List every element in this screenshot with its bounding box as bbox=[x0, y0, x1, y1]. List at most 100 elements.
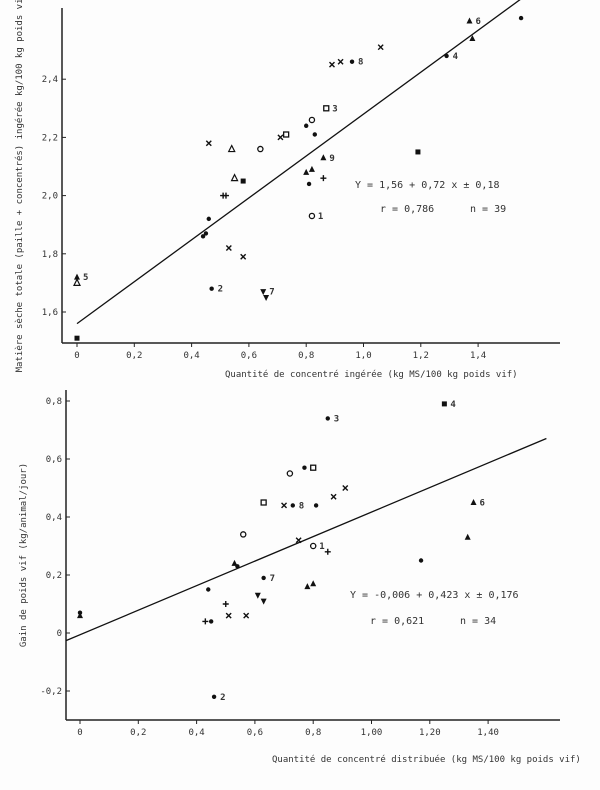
point-triangle-down bbox=[254, 592, 261, 599]
point-cross bbox=[225, 612, 232, 619]
y-axis-label: Matière sèche totale (paille + concentré… bbox=[14, 0, 25, 372]
point-label: 2 bbox=[218, 285, 223, 295]
point-label: 6 bbox=[480, 499, 485, 509]
x-tick-label: 1,0 bbox=[355, 351, 371, 361]
point-triangle bbox=[310, 580, 317, 587]
point-circle bbox=[308, 116, 316, 124]
point-dot bbox=[444, 53, 449, 59]
point-triangle bbox=[74, 273, 80, 280]
point-label: 2 bbox=[220, 693, 225, 703]
y-tick-label: 2,0 bbox=[42, 192, 58, 202]
regression-line bbox=[76, 0, 521, 325]
x-tick-label: 1,2 bbox=[413, 351, 429, 361]
point-cross bbox=[342, 485, 349, 491]
y-axis-label: Gain de poids vif (kg/animal/jour) bbox=[19, 463, 29, 647]
point-dot bbox=[211, 694, 217, 699]
point-cross bbox=[281, 502, 288, 509]
y-tick-label: 2,4 bbox=[42, 75, 58, 85]
point-triangle bbox=[231, 559, 238, 566]
point-plus bbox=[222, 601, 229, 607]
point-cross bbox=[277, 134, 284, 141]
point-square bbox=[240, 178, 246, 184]
regression-line bbox=[65, 437, 547, 642]
point-label: 4 bbox=[453, 52, 459, 62]
point-dot bbox=[209, 286, 214, 291]
point-dot bbox=[290, 503, 295, 508]
point-cross bbox=[243, 612, 250, 619]
point-triangle-open bbox=[230, 173, 239, 182]
x-tick-label: 1,20 bbox=[419, 728, 441, 738]
point-label: 7 bbox=[269, 288, 274, 298]
point-label: 8 bbox=[358, 58, 363, 68]
y-tick-label: -0,2 bbox=[40, 687, 62, 697]
point-triangle bbox=[304, 583, 311, 590]
point-circle bbox=[309, 542, 317, 550]
sample-size: n = 34 bbox=[460, 616, 496, 627]
point-cross bbox=[225, 244, 232, 251]
y-tick-label: 0,2 bbox=[46, 571, 62, 581]
point-cross bbox=[377, 44, 384, 51]
point-plus bbox=[320, 175, 327, 182]
point-triangle-down bbox=[263, 294, 270, 301]
x-tick-label: 1,00 bbox=[361, 728, 383, 738]
x-axis-label: Quantité de concentré ingérée (kg MS/100… bbox=[225, 369, 518, 380]
x-axis-label: Quantité de concentré distribuée (kg MS/… bbox=[272, 754, 581, 765]
point-triangle bbox=[320, 154, 327, 161]
chart-panel-2: 0 0,2 0,4 0,6 0,8 1,00 1,20 1,40 -0,2 0 0,2 0,4 0,6 0… bbox=[19, 390, 581, 765]
point-square bbox=[74, 335, 80, 341]
x-tick-label: 0,4 bbox=[188, 728, 204, 738]
y-tick-label: 1,6 bbox=[42, 308, 58, 318]
point-cross bbox=[295, 537, 302, 544]
point-dot bbox=[325, 416, 330, 421]
point-label: 4 bbox=[450, 400, 456, 410]
point-triangle bbox=[308, 165, 315, 172]
point-label: 6 bbox=[476, 17, 481, 27]
point-circle bbox=[239, 531, 247, 538]
correlation-coefficient: r = 0,621 bbox=[370, 616, 424, 627]
point-square-open bbox=[310, 464, 317, 471]
point-circle bbox=[257, 145, 264, 153]
point-triangle bbox=[469, 34, 476, 41]
point-dot bbox=[235, 564, 240, 569]
x-tick-label: 0 bbox=[74, 351, 79, 361]
point-dot bbox=[206, 216, 211, 222]
x-tick-label: 0,2 bbox=[126, 351, 142, 361]
point-label: 3 bbox=[334, 414, 339, 424]
y-tick-label: 0,6 bbox=[46, 455, 62, 465]
point-label: 1 bbox=[318, 212, 323, 222]
point-triangle-open bbox=[73, 278, 81, 286]
point-triangle-down bbox=[260, 598, 267, 605]
point-square bbox=[441, 401, 447, 407]
point-dot bbox=[200, 234, 206, 239]
point-triangle bbox=[77, 612, 83, 619]
point-plus bbox=[202, 618, 209, 625]
point-label: 7 bbox=[270, 574, 275, 584]
x-tick-label: 0 bbox=[77, 728, 82, 738]
point-dot bbox=[349, 59, 355, 64]
x-tick-label: 0,6 bbox=[247, 728, 263, 738]
point-label: 8 bbox=[299, 501, 304, 511]
sample-size: n = 39 bbox=[470, 204, 506, 215]
point-dot bbox=[302, 465, 307, 470]
point-square-open bbox=[323, 105, 330, 112]
chart-panel-1: 0 0,2 0,4 0,6 0,8 1,0 1,2 1,4 1,6 1,8 2,0 2,2 2,4 Qua… bbox=[14, 0, 560, 380]
point-plus bbox=[324, 548, 331, 555]
y-tick-label: 1,8 bbox=[42, 250, 58, 260]
x-tick-label: 0,4 bbox=[183, 351, 199, 361]
point-triangle bbox=[470, 499, 477, 505]
point-triangle bbox=[303, 168, 310, 175]
point-plus bbox=[222, 192, 229, 199]
point-dot bbox=[208, 619, 214, 624]
point-dot bbox=[313, 503, 319, 508]
point-cross bbox=[240, 253, 247, 260]
point-cross bbox=[328, 61, 335, 68]
point-dot bbox=[418, 558, 424, 563]
point-dot bbox=[304, 123, 309, 128]
point-cross bbox=[205, 140, 212, 147]
point-triangle bbox=[464, 533, 471, 540]
x-tick-label: 0,8 bbox=[305, 728, 321, 738]
point-cross bbox=[330, 493, 337, 500]
point-dot bbox=[206, 587, 211, 592]
